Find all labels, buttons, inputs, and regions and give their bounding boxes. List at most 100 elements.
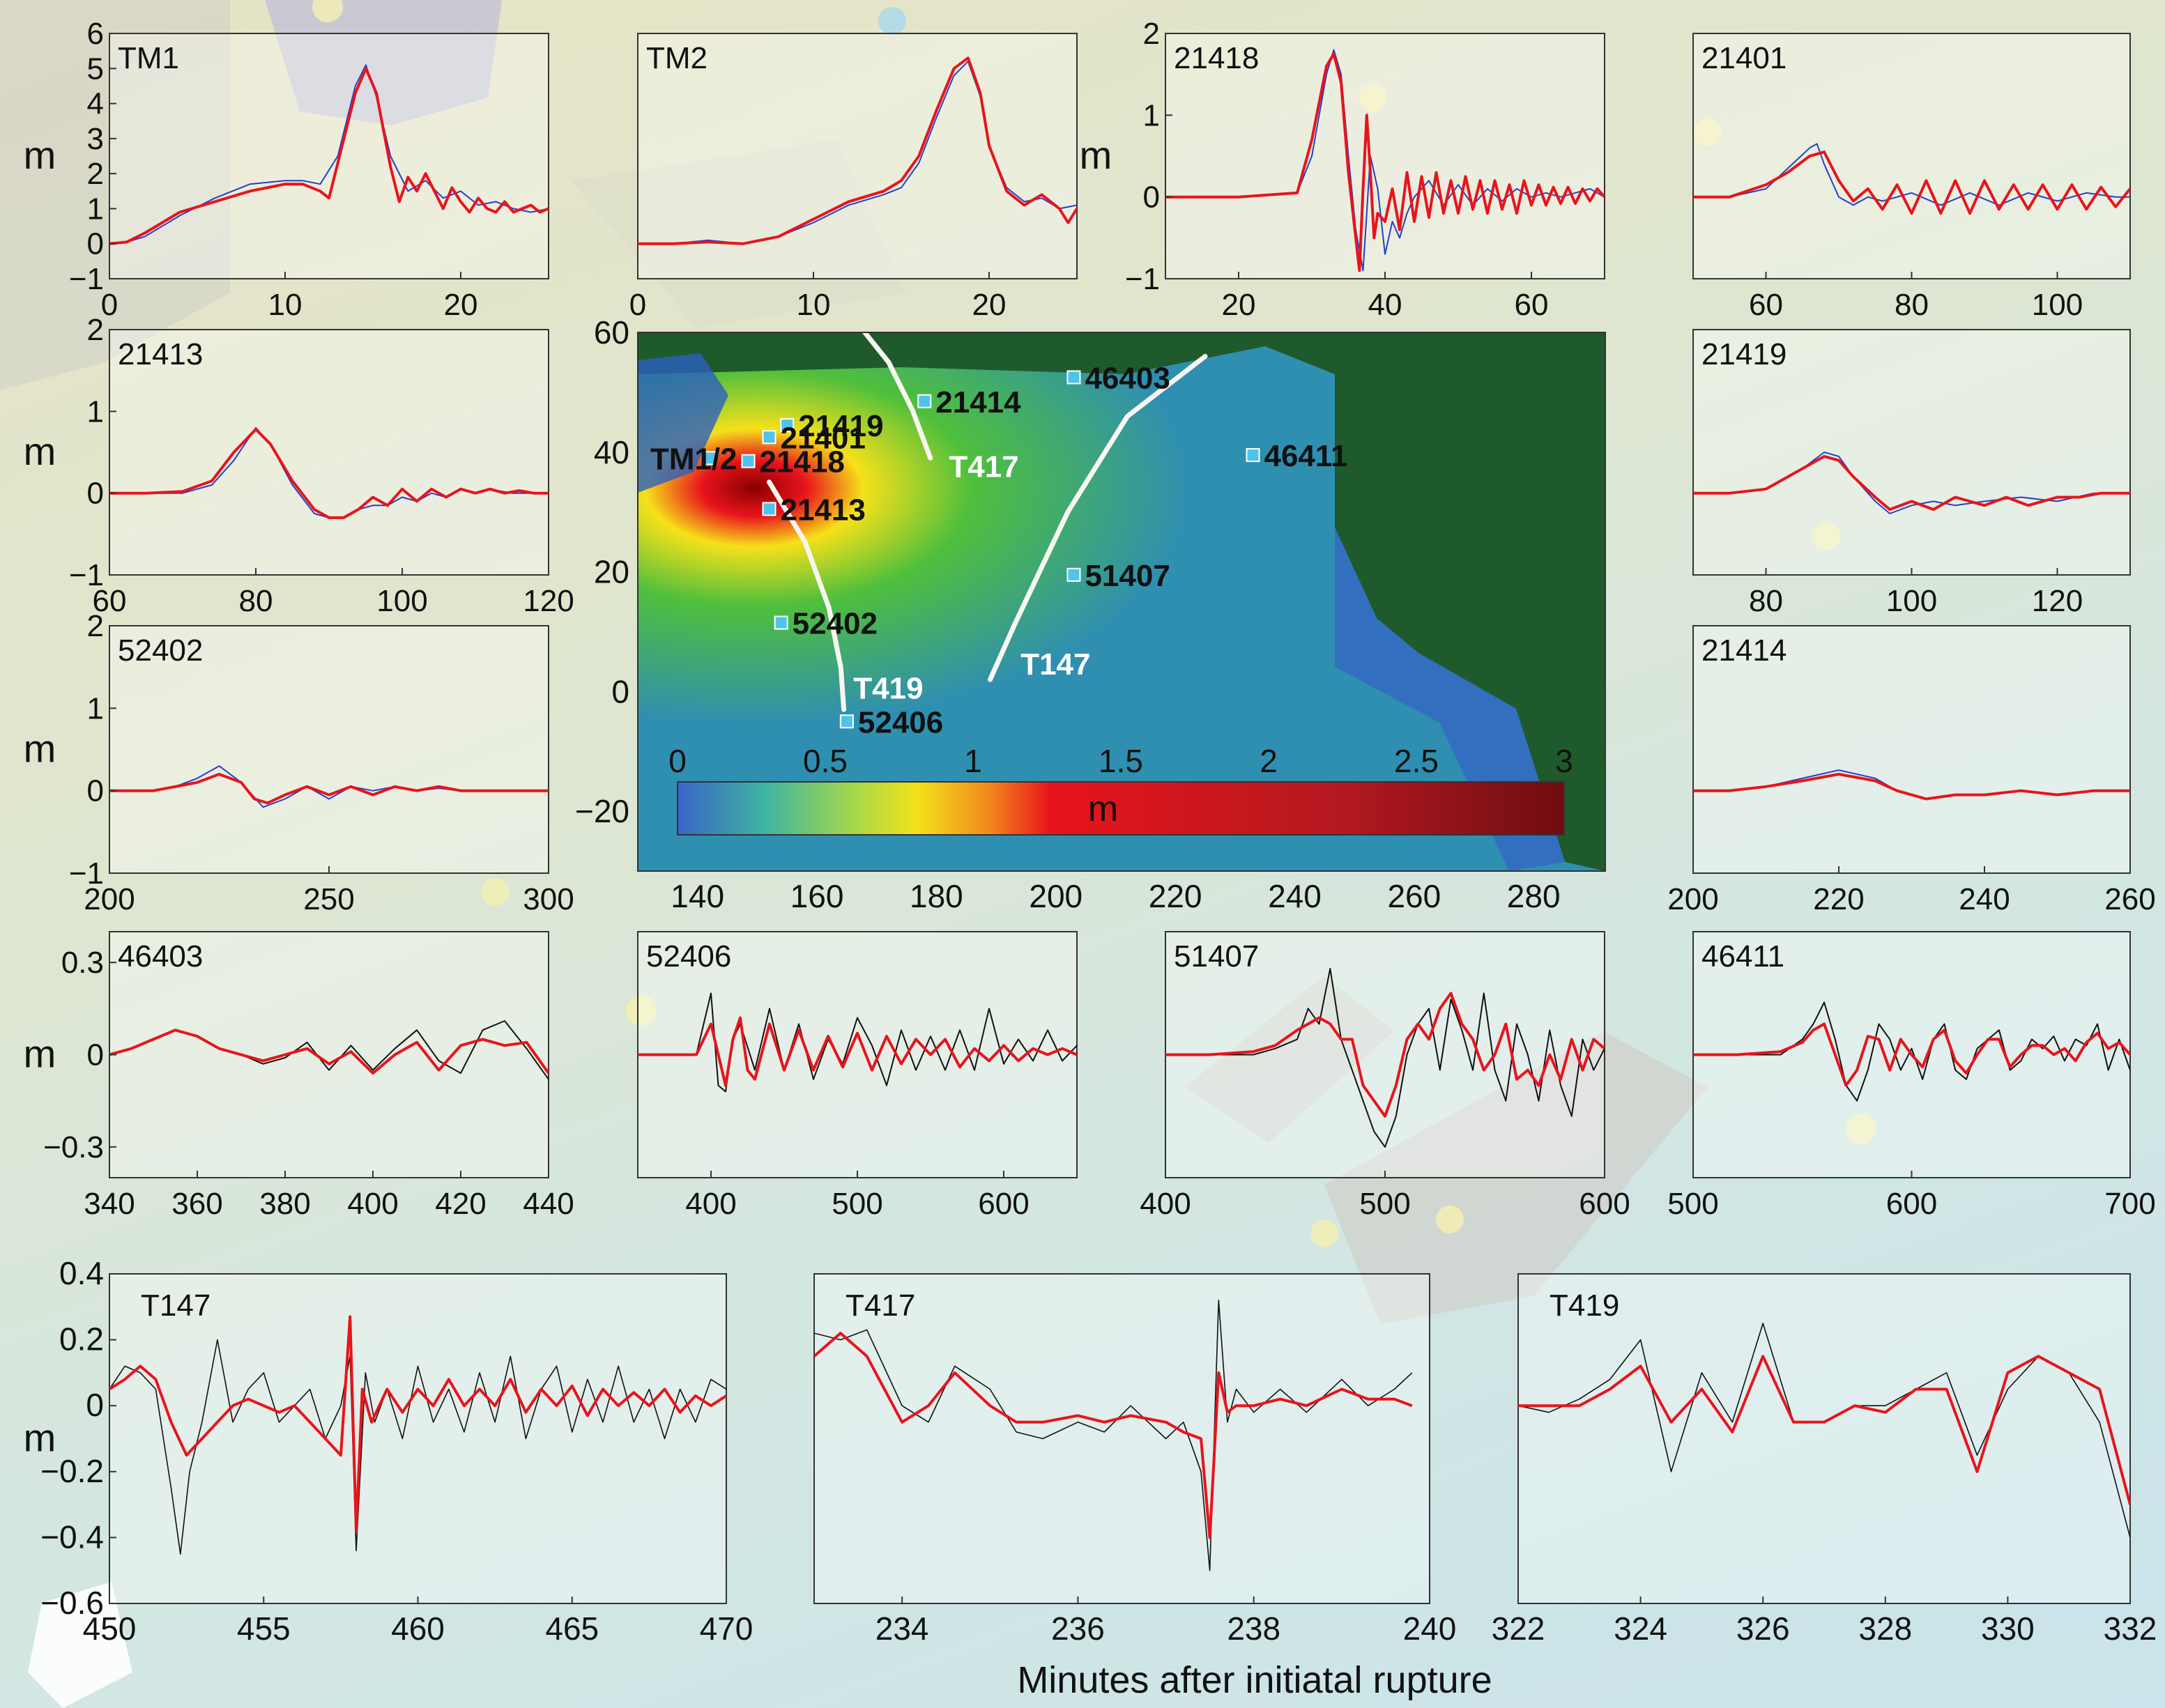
x-tick-label: 220	[1813, 882, 1864, 916]
plot-frame	[109, 931, 549, 1178]
map-lat-tick: 0	[611, 673, 629, 709]
satellite-track-T417	[862, 332, 933, 461]
x-tick-label: 470	[700, 1610, 753, 1647]
station-label: 21419	[798, 409, 883, 443]
tsunami-amplitude-map: T417T147T419TM1/221419214012141821413214…	[575, 314, 1606, 914]
station-marker	[780, 418, 795, 433]
plot-frame	[637, 33, 1078, 279]
y-tick-label: 2	[87, 313, 104, 347]
map-lat-tick: −20	[575, 793, 629, 829]
x-tick-label: 0	[101, 288, 118, 322]
series-line-2	[1693, 151, 2130, 215]
x-tick-label: 380	[259, 1187, 310, 1221]
station-marker	[741, 454, 756, 468]
map-lon-tick: 240	[1268, 878, 1322, 914]
x-tick-label: 600	[978, 1187, 1029, 1221]
y-tick-label: 0	[1143, 180, 1160, 215]
colorbar-tick-label: 0.5	[803, 743, 848, 779]
y-tick-label: 6	[87, 17, 104, 51]
subplot-21413: 60 80 100 120 −1 0 1 2 21413 m	[24, 313, 574, 618]
x-tick-label: 400	[685, 1187, 736, 1221]
x-tick-label: 324	[1614, 1610, 1667, 1647]
y-axis-label: m	[24, 429, 56, 473]
x-tick-label: 500	[1359, 1187, 1410, 1221]
x-tick-label: 455	[237, 1610, 291, 1647]
series-line-1	[814, 1300, 1413, 1571]
plot-frame	[1692, 329, 2131, 576]
y-tick-label: −1	[1125, 262, 1160, 296]
y-tick-label: −0.4	[40, 1518, 104, 1555]
subplot-title: 51407	[1174, 939, 1259, 974]
subplot-title: TM2	[646, 41, 707, 75]
x-tick-label: 500	[832, 1187, 882, 1221]
colorbar-tick-label: 2.5	[1394, 743, 1439, 779]
y-tick-label: 2	[87, 609, 104, 643]
x-tick-label: 20	[444, 288, 478, 322]
station-marker	[839, 714, 854, 729]
x-tick-label: 260	[2104, 882, 2155, 916]
y-tick-label: −1	[69, 558, 104, 592]
series-line-1	[1165, 968, 1605, 1148]
y-axis-label: m	[1080, 133, 1112, 177]
x-tick-label: 20	[972, 288, 1007, 322]
station-label: 21401	[780, 421, 865, 455]
y-axis-label: m	[24, 1416, 56, 1460]
x-tick-label: 330	[1981, 1610, 2035, 1647]
y-tick-label: 0.3	[61, 946, 104, 980]
y-tick-label: 0	[87, 1038, 104, 1072]
series-line-2	[109, 773, 549, 805]
x-tick-label: 500	[1667, 1187, 1718, 1221]
map-frame	[637, 332, 1606, 872]
subplot-46411: 500 600 700 46411	[1667, 931, 2156, 1221]
station-marker	[1066, 567, 1081, 582]
y-tick-label: 0.2	[59, 1321, 104, 1357]
y-tick-label: 1	[1143, 98, 1160, 132]
satellite-track-T419	[767, 479, 847, 712]
map-lon-tick: 200	[1029, 878, 1082, 914]
ocean-amplitude-field	[638, 346, 1605, 871]
series-line-2	[1693, 454, 2130, 511]
y-tick-label: 0	[87, 477, 104, 511]
subplot-T419: 322 324 326 328 330 332 T419	[1492, 1273, 2157, 1647]
station-label: 52402	[793, 607, 878, 641]
x-tick-label: 328	[1858, 1610, 1912, 1647]
y-tick-label: −0.2	[40, 1453, 104, 1489]
y-tick-label: 1	[87, 394, 104, 429]
subplot-21401: 60 80 100 21401	[1692, 33, 2131, 322]
subplot-title: 21401	[1701, 41, 1787, 75]
series-line-2	[1165, 992, 1605, 1118]
subplot-21419: 80 100 120 21419	[1692, 329, 2131, 618]
subplot-T417: 234 236 238 240 T417	[813, 1273, 1456, 1647]
plot-frame	[109, 625, 549, 874]
y-tick-label: 2	[1143, 17, 1160, 51]
series-line-2	[638, 56, 1077, 245]
x-tick-label: 465	[545, 1610, 599, 1647]
station-label: 21414	[935, 385, 1021, 420]
station-label: 46411	[1264, 439, 1347, 473]
y-tick-label: 2	[87, 157, 104, 191]
subplot-title: T419	[1550, 1288, 1619, 1323]
plot-frame	[1692, 625, 2131, 874]
y-tick-label: 1	[87, 192, 104, 226]
x-tick-label: 80	[1749, 584, 1783, 618]
colorbar-tick-label: 1	[964, 743, 982, 779]
subplot-TM2: 0 10 20 TM2	[629, 33, 1078, 322]
x-tick-label: 460	[391, 1610, 445, 1647]
y-tick-label: −1	[69, 262, 104, 296]
x-tick-label: 360	[171, 1187, 222, 1221]
station-marker	[762, 502, 777, 516]
plot-frame	[1517, 1273, 2131, 1604]
track-label: T417	[949, 450, 1018, 484]
colorbar-label: m	[1088, 789, 1118, 829]
series-line-2	[109, 1029, 549, 1075]
series-line-2	[1518, 1355, 2130, 1505]
y-tick-label: −1	[69, 856, 104, 891]
subplot-52406: 400 500 600 52406	[637, 931, 1078, 1221]
y-tick-label: 0	[87, 774, 104, 808]
subplot-title: 21414	[1701, 633, 1787, 668]
station-marker	[1246, 448, 1260, 463]
map-lon-tick: 280	[1507, 878, 1561, 914]
series-line-1	[638, 992, 1077, 1093]
